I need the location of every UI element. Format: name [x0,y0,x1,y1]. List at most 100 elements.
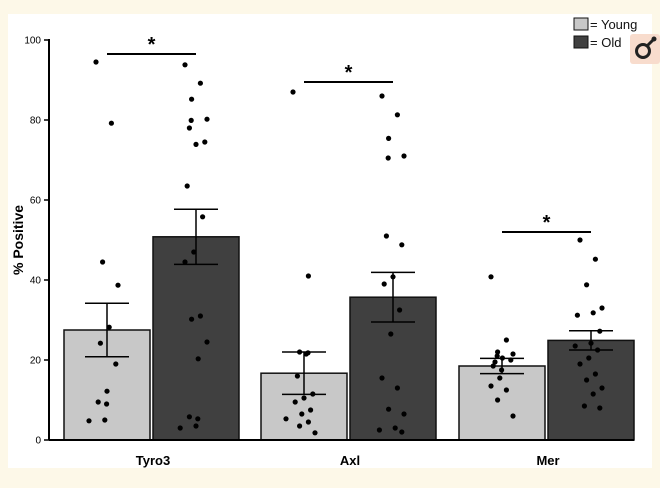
corner-badge [630,34,660,64]
data-point-old-mer [599,385,605,391]
data-point-old-axl [392,425,398,431]
data-point-young-tyro3 [95,399,101,405]
data-point-old-tyro3 [186,125,192,131]
legend-label-old: = Old [590,35,621,50]
data-point-old-mer [592,371,599,377]
data-point-old-mer [584,282,590,288]
data-point-old-tyro3 [195,416,201,422]
y-tick-label: 40 [30,276,42,287]
data-point-young-tyro3 [102,417,108,423]
data-point-old-tyro3 [182,62,188,68]
data-point-young-mer [503,337,509,343]
data-point-old-axl [388,331,394,337]
data-point-old-tyro3 [197,313,203,319]
data-point-old-tyro3 [204,339,210,345]
legend-swatch-young [573,17,589,31]
y-tick-label: 20 [30,356,42,367]
data-point-old-tyro3 [186,414,192,420]
legend-swatch-old [573,35,589,49]
data-point-old-tyro3 [188,117,194,123]
data-point-young-axl [297,423,303,429]
data-point-young-tyro3 [97,340,103,346]
data-point-young-mer [497,375,503,381]
data-point-old-mer [574,312,581,318]
data-point-young-axl [301,395,307,401]
data-point-young-axl [290,89,296,95]
significance-star: * [148,34,156,56]
data-point-young-axl [292,399,298,405]
data-point-old-tyro3 [200,214,206,220]
data-point-young-axl [308,407,314,413]
data-point-young-mer [510,351,516,357]
data-point-old-tyro3 [189,96,195,102]
corner-logo-icon [635,36,657,59]
data-point-old-axl [397,307,403,313]
data-point-young-mer [488,274,494,280]
bar-old-mer [547,339,635,441]
data-point-old-tyro3 [193,141,199,147]
data-point-old-tyro3 [202,139,208,145]
data-point-old-axl [394,112,400,118]
data-point-young-mer [488,383,494,389]
x-category-label-tyro3: Tyro3 [136,453,170,468]
data-point-young-axl [294,373,300,379]
data-point-young-tyro3 [113,361,119,367]
data-point-old-mer [577,361,583,367]
data-point-old-mer [586,355,592,361]
data-point-young-mer [495,397,501,403]
data-point-old-tyro3 [182,259,188,265]
data-point-young-tyro3 [104,388,110,394]
data-point-old-mer [590,391,596,397]
y-tick-label: 0 [35,436,41,447]
data-point-old-mer [577,237,583,243]
data-point-old-mer [584,377,590,383]
data-point-young-tyro3 [106,324,112,330]
data-point-young-tyro3 [104,401,110,407]
data-point-old-mer [572,343,578,349]
data-point-old-tyro3 [193,423,199,429]
data-point-young-tyro3 [108,120,114,126]
data-point-old-tyro3 [195,356,201,362]
data-point-old-axl [399,242,405,248]
data-point-old-tyro3 [197,80,203,86]
data-point-young-tyro3 [100,259,106,265]
data-point-old-axl [383,233,389,239]
data-point-young-tyro3 [86,418,92,424]
data-point-old-mer [581,403,588,409]
data-point-old-tyro3 [189,316,195,322]
y-tick-label: 60 [30,196,42,207]
data-point-old-mer [592,256,599,262]
data-point-old-mer [590,310,596,316]
data-point-old-axl [379,93,385,99]
data-point-young-tyro3 [93,59,99,65]
data-point-old-axl [386,406,392,412]
data-point-old-tyro3 [204,116,210,122]
data-point-young-tyro3 [115,282,121,288]
y-axis-title: % Positive [10,205,26,275]
data-point-old-axl [381,281,387,287]
legend-label-young: = Young [590,17,637,32]
data-point-old-tyro3 [191,249,197,255]
figure-frame: 0 20 40 60 80 100 Tyro3 Axl Mer % Positive * * * = Yo… [8,14,660,468]
data-point-young-axl [312,430,318,436]
data-point-young-mer [494,353,500,359]
data-point-young-mer [492,359,498,365]
data-point-old-mer [597,405,603,411]
data-point-young-axl [299,411,305,417]
data-point-old-axl [401,411,407,417]
data-point-old-tyro3 [177,425,183,431]
data-point-young-axl [283,416,289,422]
data-point-young-axl [305,273,311,279]
significance-star: * [543,212,551,234]
data-point-young-mer [510,413,516,419]
data-point-old-axl [399,429,405,435]
data-point-old-tyro3 [184,183,190,189]
data-point-old-axl [386,135,392,141]
data-point-young-mer [495,349,501,355]
x-category-label-axl: Axl [340,453,360,468]
bar-chart: 0 20 40 60 80 100 Tyro3 Axl Mer % Positive * * * = Yo… [10,17,637,468]
y-tick-label: 80 [30,116,42,127]
data-point-old-mer [599,305,605,311]
bar-old-tyro3 [152,236,240,441]
data-point-old-axl [401,153,407,159]
